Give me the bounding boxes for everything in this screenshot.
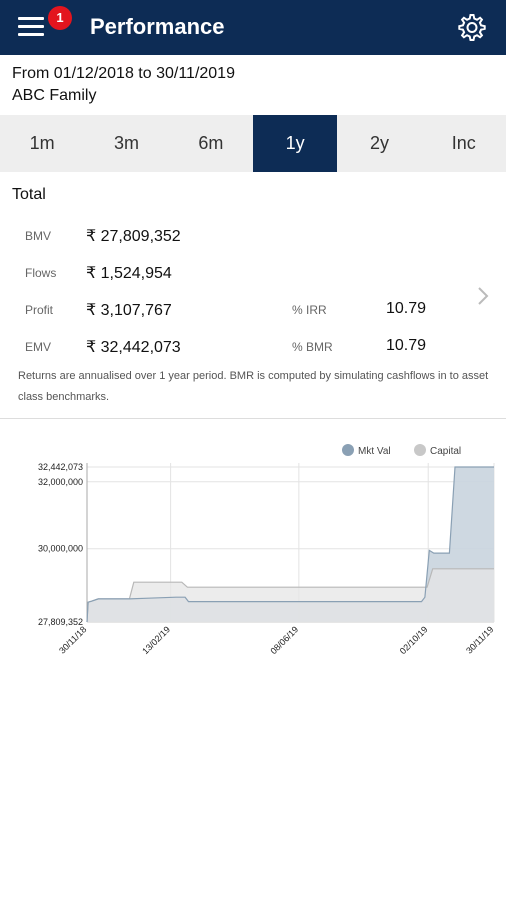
- x-tick-label: 08/06/19: [268, 624, 300, 656]
- x-tick-label: 13/02/19: [140, 624, 172, 656]
- tab-6m[interactable]: 6m: [198, 133, 224, 153]
- tab-2y[interactable]: 2y: [369, 133, 389, 153]
- series-area-capital: [87, 568, 494, 622]
- tab-3m[interactable]: 3m: [113, 133, 139, 153]
- gear-icon[interactable]: [455, 12, 487, 44]
- app-header: 1 Performance: [0, 0, 506, 55]
- tab-1m[interactable]: 1m: [29, 133, 55, 153]
- chevron-right-icon[interactable]: [476, 285, 490, 307]
- period-tabs: 1m 3m 6m 1y 2y Inc: [0, 115, 506, 172]
- irr-value: 10.79: [386, 300, 427, 317]
- account-name: ABC Family: [12, 87, 97, 104]
- x-axis-ticks: 30/11/18 13/02/19 08/06/19 02/10/19 30/11/19: [57, 624, 495, 656]
- returns-note: Returns are annualised over 1 year perio…: [18, 370, 489, 403]
- period-range: From 01/12/2018 to 30/11/2019: [12, 65, 235, 82]
- tab-inc[interactable]: Inc: [451, 133, 476, 153]
- bmv-label: BMV: [25, 229, 52, 243]
- irr-label: % IRR: [292, 303, 327, 317]
- chart-areas: [86, 466, 494, 623]
- y-tick-label: 27,809,352: [38, 617, 83, 627]
- divider: [0, 418, 506, 419]
- x-tick-label: 30/11/18: [57, 624, 88, 655]
- notification-badge: 1: [48, 6, 72, 30]
- legend-swatch: [342, 444, 354, 456]
- legend-swatch: [414, 444, 426, 456]
- bmr-label: % BMR: [292, 340, 333, 354]
- x-tick-label: 30/11/19: [464, 624, 495, 655]
- flows-label: Flows: [25, 266, 57, 280]
- y-tick-label: 32,000,000: [38, 477, 83, 487]
- y-axis-ticks: 32,442,073 32,000,000 30,000,000 27,809,352: [38, 462, 83, 627]
- bmv-value: ₹ 27,809,352: [86, 228, 181, 245]
- bmr-value: 10.79: [386, 337, 427, 354]
- section-title: Total: [12, 186, 46, 203]
- y-tick-label: 30,000,000: [38, 544, 83, 554]
- legend-label: Capital: [430, 446, 461, 457]
- chart-legend: Mkt Val Capital: [342, 444, 461, 457]
- performance-chart: 32,442,073 32,000,000 30,000,000 27,809,352…: [38, 444, 495, 656]
- legend-label: Mkt Val: [358, 446, 391, 457]
- series-line-mkt-val: [86, 466, 494, 623]
- flows-value: ₹ 1,524,954: [86, 265, 172, 282]
- hamburger-icon[interactable]: [18, 16, 46, 38]
- x-tick-label: 02/10/19: [398, 624, 430, 656]
- profit-value: ₹ 3,107,767: [86, 302, 172, 319]
- tab-1y[interactable]: 1y: [252, 115, 338, 172]
- profit-label: Profit: [25, 303, 54, 317]
- emv-label: EMV: [25, 340, 52, 354]
- page-title: Performance: [90, 14, 225, 39]
- emv-value: ₹ 32,442,073: [86, 339, 181, 356]
- y-tick-label: 32,442,073: [38, 462, 83, 472]
